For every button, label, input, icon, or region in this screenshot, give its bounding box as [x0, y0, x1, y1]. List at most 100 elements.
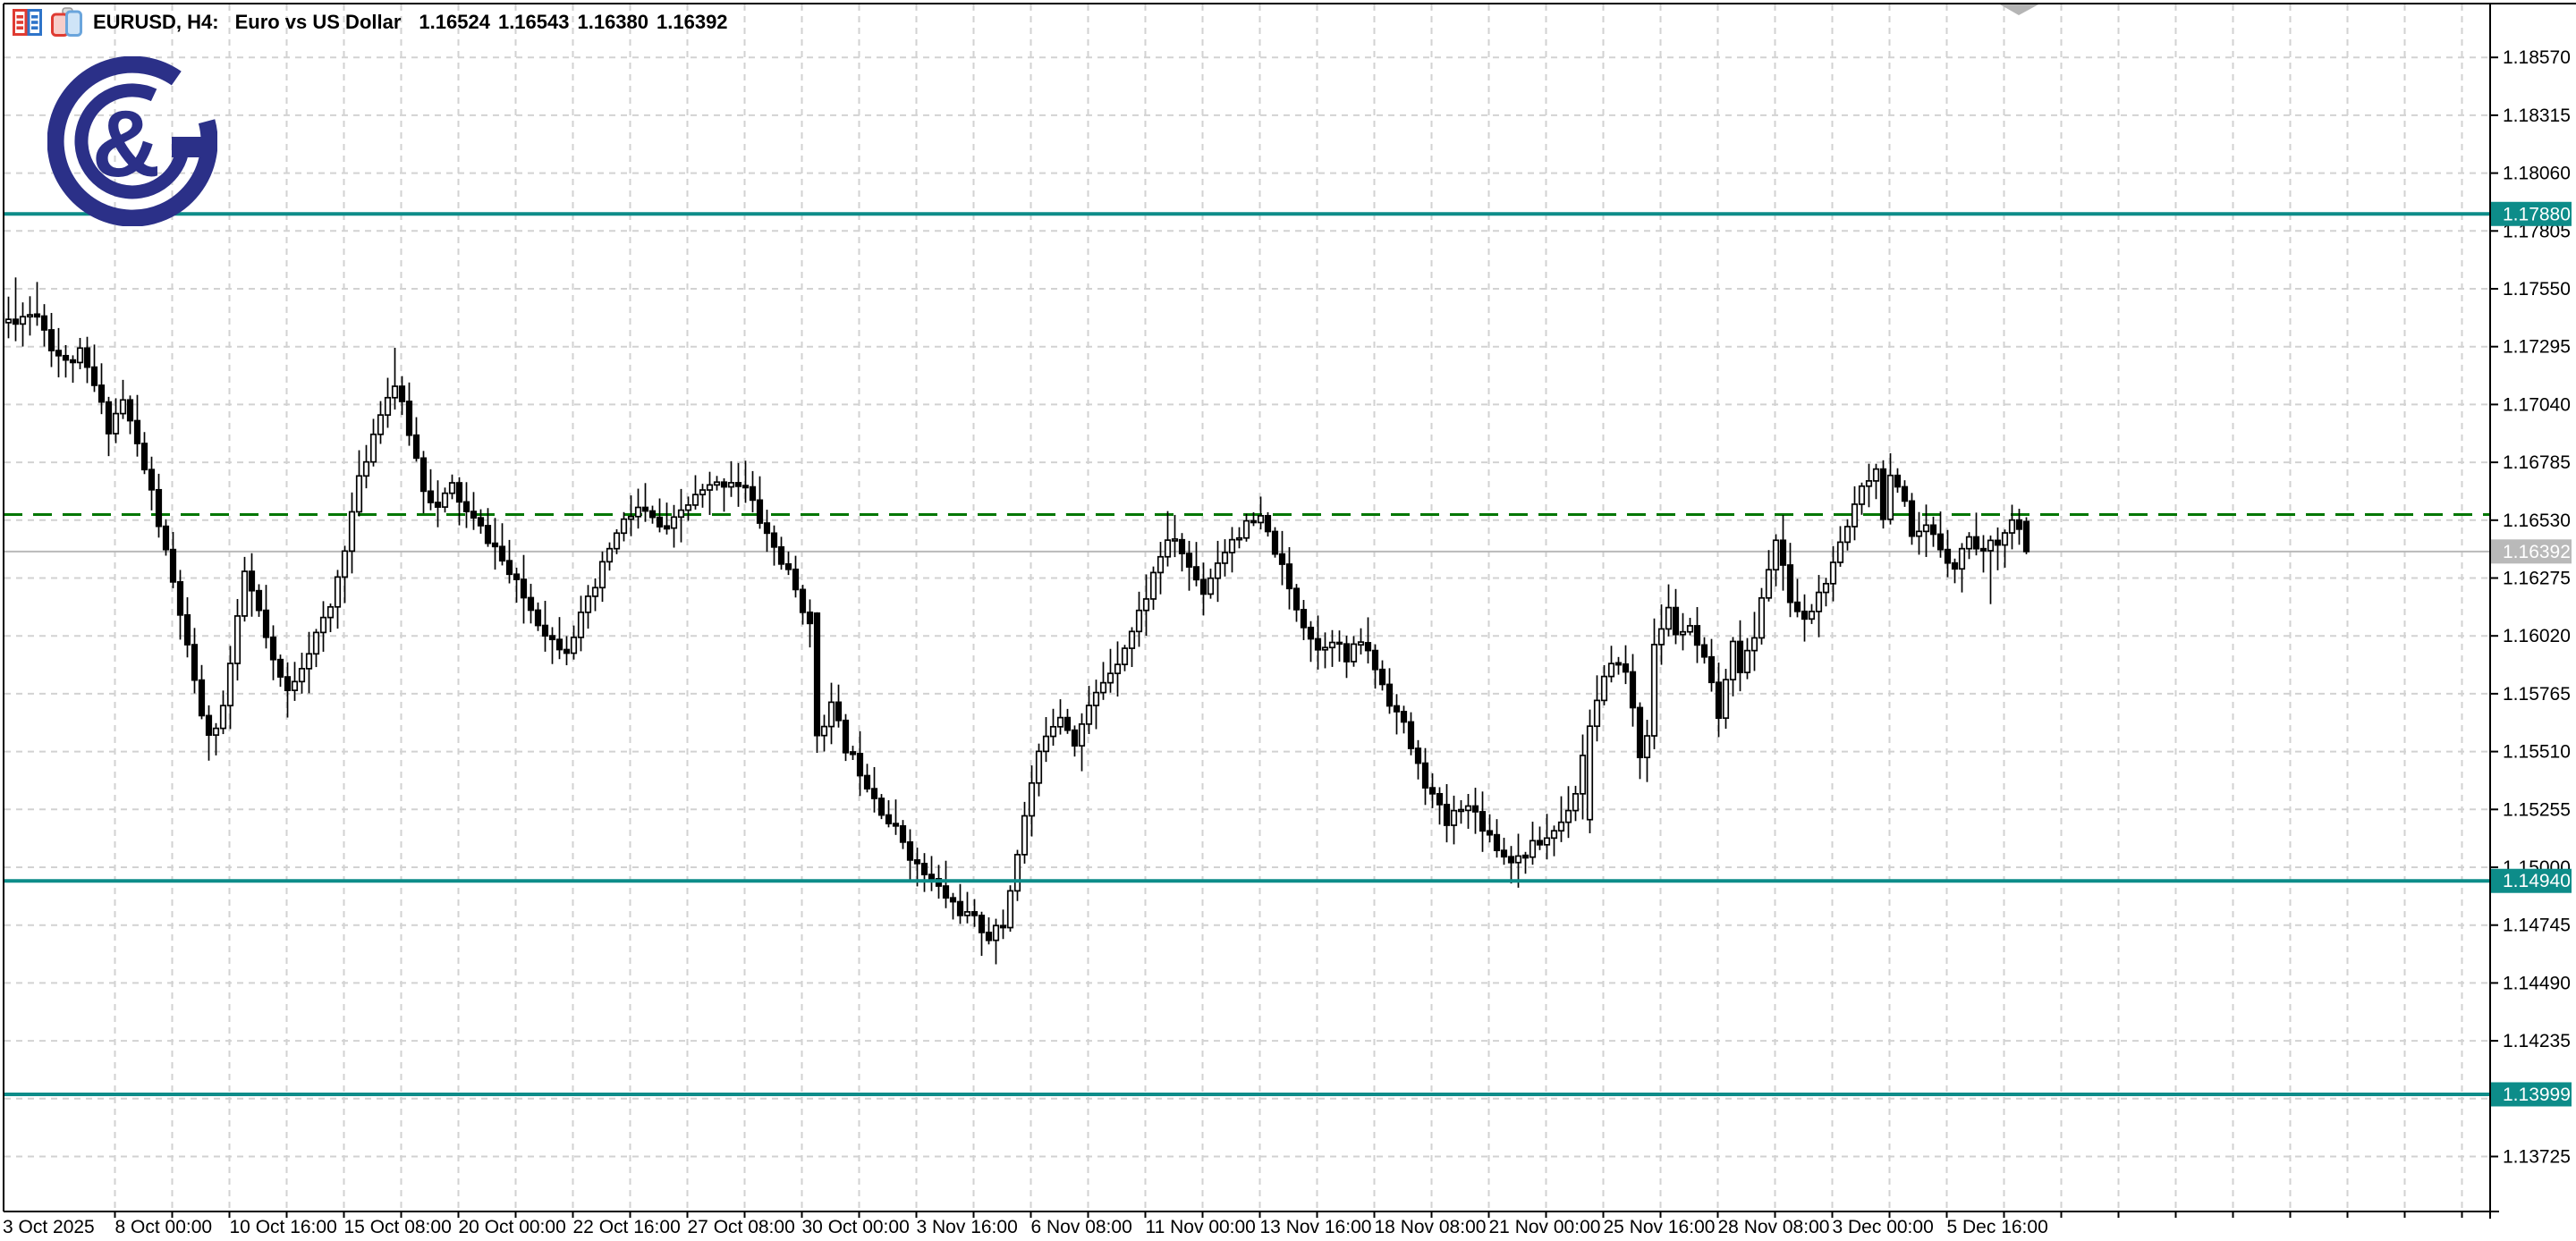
candle	[284, 662, 292, 718]
candle-body	[963, 911, 971, 916]
candle-body	[663, 525, 671, 530]
candle-body	[534, 609, 542, 627]
candle-body	[920, 863, 928, 875]
candle	[76, 337, 84, 369]
candle	[1793, 578, 1801, 618]
candle	[648, 505, 657, 524]
candle-body	[1021, 815, 1029, 856]
candle-body	[741, 485, 750, 489]
candle	[1199, 562, 1208, 616]
plot-area[interactable]	[0, 212, 2490, 1096]
candle-body	[877, 798, 886, 816]
time-axis[interactable]: 3 Oct 2025 8 Oct 00:00 10 Oct 16:00 15 Oct …	[3, 1211, 2463, 1237]
candle-body	[1672, 606, 1680, 636]
candle-body	[441, 492, 449, 508]
candle	[1471, 788, 1479, 834]
candle	[699, 484, 707, 508]
candle-body	[248, 570, 256, 592]
price-axis[interactable]: 1.18570 1.18315 1.18060 1.17805 1.17550 1.172…	[2490, 47, 2572, 1168]
candle-body	[684, 504, 692, 511]
candle	[1607, 646, 1615, 683]
candle	[906, 829, 914, 881]
candle	[90, 344, 98, 393]
market-watch-icon[interactable]	[13, 9, 42, 36]
candle	[1743, 637, 1751, 680]
candle	[377, 401, 385, 444]
candle-body	[1450, 809, 1458, 826]
candle	[140, 432, 148, 475]
candle-body	[1192, 566, 1200, 581]
candle	[1371, 644, 1379, 689]
candle	[1221, 539, 1229, 577]
candle-body	[1207, 577, 1215, 595]
candle-body	[849, 751, 857, 756]
candle	[62, 344, 70, 378]
candle	[133, 394, 141, 457]
candle-body	[1385, 683, 1394, 707]
candle-body	[799, 588, 807, 613]
candle	[1579, 734, 1587, 820]
candle-body	[820, 725, 828, 737]
candle	[706, 471, 714, 515]
price-label: 1.15765	[2503, 684, 2571, 705]
candle-body	[1049, 725, 1057, 738]
symbol-period: EURUSD, H4:	[93, 11, 219, 33]
candle	[1915, 511, 1923, 555]
candle	[1013, 849, 1021, 901]
candle	[241, 556, 249, 622]
candle-body	[112, 412, 120, 435]
candle	[1944, 529, 1952, 578]
price-label: 1.14490	[2503, 973, 2571, 993]
badge-bg	[2491, 868, 2572, 893]
candle	[233, 598, 242, 681]
candle-body	[169, 548, 177, 583]
candle-body	[584, 595, 592, 613]
candle-body	[183, 613, 191, 646]
candle-body	[1314, 637, 1322, 651]
candle	[112, 398, 120, 443]
candle-body	[1371, 649, 1379, 671]
candle-body	[491, 542, 499, 548]
grid	[4, 4, 2489, 1211]
candle-body	[1343, 643, 1351, 663]
candle	[298, 652, 306, 694]
candle-body	[1514, 855, 1522, 864]
candle-body	[348, 511, 356, 553]
candle-body	[527, 596, 535, 612]
candle	[1192, 542, 1200, 587]
candle	[1851, 485, 1859, 541]
candle	[1092, 680, 1100, 730]
candle	[1593, 675, 1601, 742]
candle	[1142, 574, 1150, 637]
quote-high: 1.16543	[497, 11, 570, 33]
candle-body	[1493, 833, 1501, 851]
candle	[1328, 629, 1336, 667]
candle	[355, 450, 363, 517]
candle	[1801, 594, 1809, 642]
candle	[1894, 468, 1902, 494]
candle-body	[1264, 514, 1272, 533]
candle	[1121, 645, 1129, 671]
one-click-trading-icon[interactable]	[51, 7, 84, 38]
candle	[1514, 833, 1522, 888]
candle-body	[1350, 643, 1358, 663]
candle-body	[505, 560, 513, 576]
candle-body	[1622, 663, 1630, 673]
badge-bg	[2491, 201, 2572, 226]
candle-body	[606, 547, 614, 563]
candle	[1343, 635, 1351, 679]
chart-shift-marker[interactable]	[2000, 4, 2038, 15]
candle-body	[749, 485, 757, 502]
candle	[1657, 604, 1665, 665]
candle-body	[720, 481, 728, 488]
candle	[985, 917, 993, 945]
candle-body	[1364, 642, 1372, 652]
candle	[899, 820, 907, 849]
candle	[1486, 814, 1494, 843]
candle-body	[4, 318, 13, 324]
time-label: 28 Nov 08:00	[1718, 1217, 1830, 1237]
candle-body	[1199, 578, 1208, 595]
candle	[1421, 747, 1429, 806]
candle-body	[1700, 644, 1708, 658]
